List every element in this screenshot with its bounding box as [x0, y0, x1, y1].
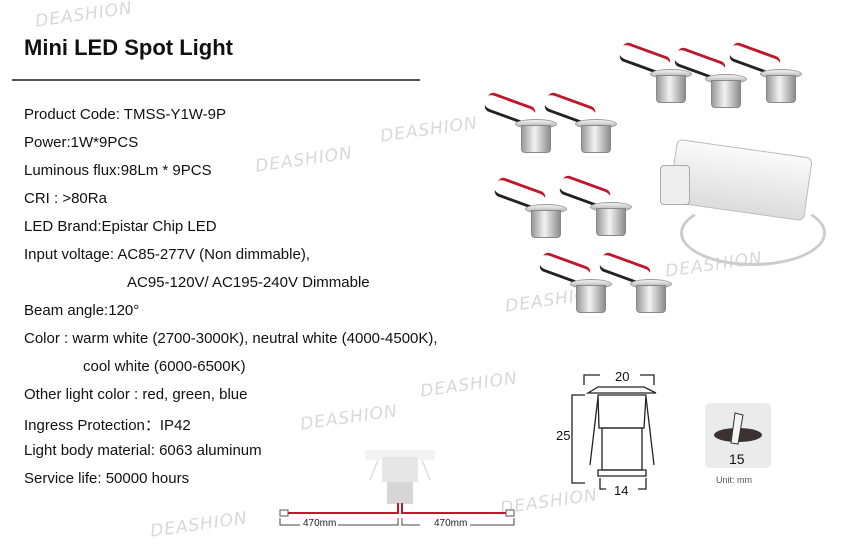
cable-length-left: 470mm	[303, 518, 337, 529]
spec-service-life: Service life: 50000 hours	[24, 470, 190, 487]
dimension-cutout: 15	[729, 451, 745, 467]
spot-light	[483, 91, 561, 155]
watermark: DEASHION	[379, 113, 480, 147]
spec-color-cool: cool white (6000-6500K)	[83, 358, 246, 375]
watermark: DEASHION	[419, 368, 520, 402]
spec-beam-angle: Beam angle:120°	[24, 302, 140, 319]
watermark: DEASHION	[34, 0, 135, 32]
spot-light	[543, 91, 621, 155]
spot-light	[618, 41, 696, 105]
cutout-panel	[705, 403, 771, 468]
dimension-bottom-width: 14	[614, 483, 629, 498]
spec-input-voltage-dimmable: AC95-120V/ AC195-240V Dimmable	[127, 274, 370, 291]
dimension-drawing	[571, 374, 657, 490]
spec-cri: CRI : >80Ra	[24, 190, 107, 207]
dimension-height: 25	[556, 428, 571, 443]
spot-light	[558, 174, 636, 238]
unit-label: Unit: mm	[716, 475, 752, 485]
cable-length-right: 470mm	[434, 518, 468, 529]
power-cord	[680, 200, 826, 266]
spot-light	[493, 176, 571, 240]
watermark: DEASHION	[149, 508, 250, 542]
page-title: Mini LED Spot Light	[24, 35, 233, 60]
spot-light	[598, 251, 676, 315]
power-plug	[660, 165, 690, 205]
spec-color: Color : warm white (2700-3000K), neutral…	[24, 330, 438, 347]
spec-power: Power:1W*9PCS	[24, 134, 139, 151]
watermark: DEASHION	[254, 143, 355, 177]
watermark: DEASHION	[299, 401, 400, 435]
spec-product-code: Product Code: TMSS-Y1W-9P	[24, 106, 227, 123]
spec-body-material: Light body material: 6063 aluminum	[24, 442, 262, 459]
spec-ingress-protection: Ingress Protection：IP42	[24, 417, 191, 434]
cutout-icon	[714, 412, 762, 445]
spec-input-voltage: Input voltage: AC85-277V (Non dimmable),	[24, 246, 310, 263]
spot-light	[728, 41, 806, 105]
title-divider	[12, 79, 420, 81]
spot-light	[673, 46, 751, 110]
spot-light	[538, 251, 616, 315]
cable-drawing	[279, 450, 515, 526]
spec-other-colors: Other light color : red, green, blue	[24, 386, 248, 403]
dimension-top-width: 20	[615, 369, 630, 384]
spec-led-brand: LED Brand:Epistar Chip LED	[24, 218, 217, 235]
spec-luminous-flux: Luminous flux:98Lm * 9PCS	[24, 162, 212, 179]
